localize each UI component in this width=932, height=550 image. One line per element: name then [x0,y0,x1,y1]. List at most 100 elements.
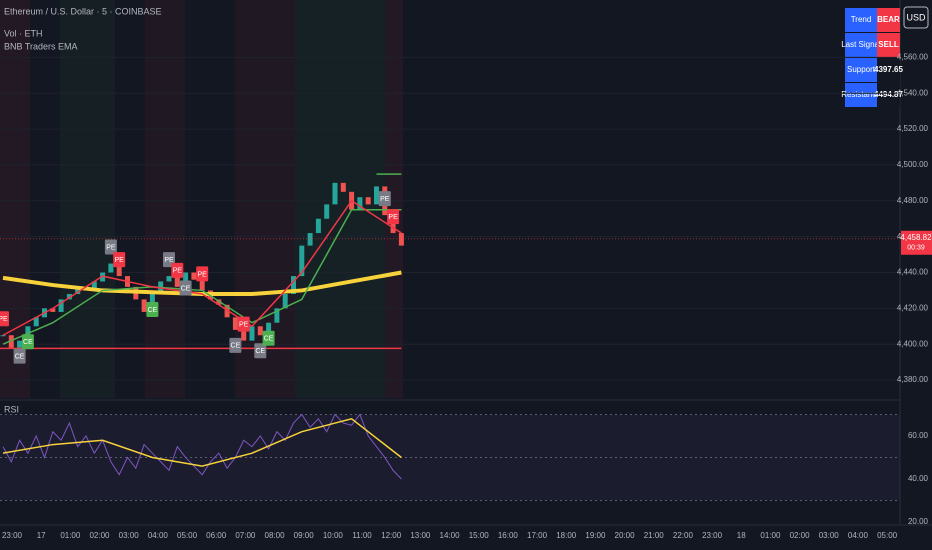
currency-label[interactable]: USD [906,12,926,22]
candle [100,272,106,282]
table-key: Support [847,65,876,74]
candle [108,263,114,273]
x-tick-label: 04:00 [148,531,169,540]
signal-label: CE [255,348,265,355]
signal-label: PE [173,268,183,275]
table-cell [877,58,900,82]
x-tick-label: 05:00 [877,531,898,540]
candle [183,272,189,287]
candle [0,335,6,337]
session-shade [60,0,115,398]
x-tick-label: 03:00 [819,531,840,540]
x-tick-label: 18 [737,531,746,540]
x-tick-label: 01:00 [60,531,81,540]
signal-box [237,316,250,332]
indicator-name: Vol · ETH [4,28,43,38]
x-tick-label: 22:00 [673,531,694,540]
x-tick-label: 23:00 [2,531,23,540]
table-key: Trend [851,15,872,24]
x-tick-label: 10:00 [323,531,344,540]
x-tick-label: 17 [37,531,46,540]
candle [398,233,404,246]
signal-label: PE [239,321,249,328]
table-cell [845,8,877,32]
candle [232,317,238,330]
signal-label: CE [23,339,33,346]
signal-box [113,252,126,268]
x-tick-label: 16:00 [498,531,519,540]
candle [274,308,280,323]
candle [224,304,230,318]
ema-line [2,199,402,336]
x-tick-label: 02:00 [89,531,110,540]
candle [340,182,346,192]
signal-box [387,209,400,225]
candle [299,245,305,277]
x-tick-label: 23:00 [702,531,723,540]
table-key: Last Signal [841,40,881,49]
last-price-box [901,230,932,255]
candle [141,299,147,312]
rsi-tick-label: 40.00 [908,474,929,483]
candle [374,186,379,205]
table-value: 4397.65 [874,65,903,74]
candle [66,294,72,300]
session-shade [0,0,30,398]
signal-box [171,262,184,278]
x-tick-label: 05:00 [177,531,198,540]
signal-label: PE [164,257,174,264]
indicator-name: BNB Traders EMA [4,41,78,51]
table-cell [845,58,877,82]
candle [191,272,197,280]
signal-box [378,191,391,207]
x-tick-label: 17:00 [527,531,548,540]
signal-label: CE [181,285,191,292]
signal-label: CE [148,307,158,314]
x-tick-label: 07:00 [235,531,256,540]
signal-label: PE [0,316,8,323]
candle [33,317,39,327]
x-tick-label: 12:00 [381,531,402,540]
signal-label: CE [264,336,274,343]
last-price-label: 4,458.82 [900,233,932,242]
y-tick-label: 4,380.00 [897,375,929,384]
x-tick-label: 13:00 [410,531,431,540]
candle [315,218,321,234]
chart-title: Ethereum / U.S. Dollar · 5 · COINBASE [4,6,162,16]
candle [257,326,263,336]
currency-button[interactable] [903,6,929,29]
signal-label: CE [231,343,241,350]
x-tick-label: 06:00 [206,531,227,540]
candle [58,299,64,312]
y-tick-label: 4,560.00 [897,52,929,61]
y-tick-label: 4,420.00 [897,303,929,312]
session-shade [295,0,385,398]
y-tick-label: 4,520.00 [897,124,929,133]
candle [116,263,122,277]
signal-label: PE [388,214,398,221]
x-tick-label: 18:00 [556,531,577,540]
candle [75,286,81,295]
candle [266,322,272,336]
session-shade [385,0,403,398]
y-tick-label: 4,500.00 [897,160,929,169]
x-tick-label: 15:00 [469,531,490,540]
table-value: 4494.87 [874,90,903,99]
y-tick-label: 4,540.00 [897,88,929,97]
signal-label: CE [15,353,25,360]
candle [332,182,338,205]
rsi-line [2,413,402,480]
candle [216,299,222,305]
rsi-ma-line [2,417,402,467]
signal-label: PE [198,271,208,278]
candle [174,276,180,287]
signal-box [104,239,117,255]
x-tick-label: 04:00 [848,531,869,540]
x-tick-label: 03:00 [119,531,140,540]
signal-label: PE [115,257,125,264]
x-tick-label: 08:00 [265,531,286,540]
candle [241,329,247,341]
table-key: Resistance [841,90,881,99]
candle [166,276,172,282]
